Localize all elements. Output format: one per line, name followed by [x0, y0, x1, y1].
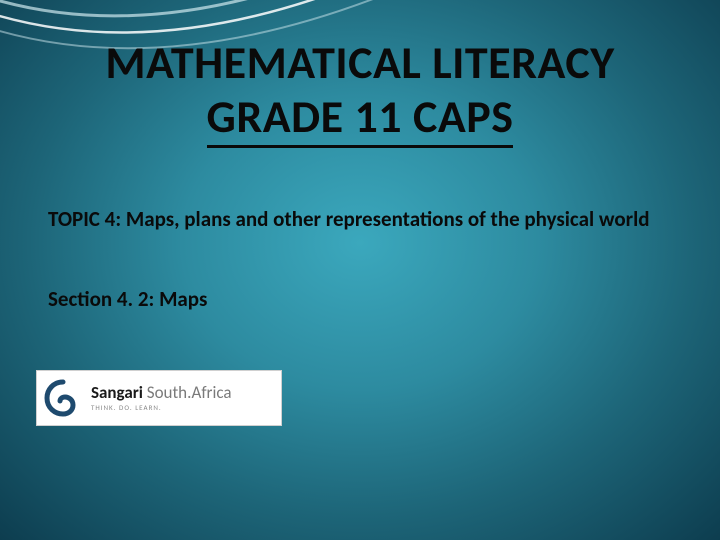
logo-brand: Sangari South.Africa: [91, 384, 232, 402]
logo-brand-light: South.Africa: [143, 382, 232, 403]
slide: MATHEMATICAL LITERACY GRADE 11 CAPS TOPI…: [0, 0, 720, 540]
sangari-logo: Sangari South.Africa THINK. DO. LEARN.: [36, 370, 282, 426]
slide-title: MATHEMATICAL LITERACY GRADE 11 CAPS: [0, 38, 720, 148]
logo-brand-bold: Sangari: [91, 382, 143, 403]
title-line-1: MATHEMATICAL LITERACY: [0, 38, 720, 90]
logo-text-block: Sangari South.Africa THINK. DO. LEARN.: [91, 384, 232, 411]
logo-swirl-icon: [43, 378, 83, 418]
section-text: Section 4. 2: Maps: [48, 286, 207, 312]
logo-tagline: THINK. DO. LEARN.: [91, 404, 232, 411]
title-line-2: GRADE 11 CAPS: [207, 92, 514, 149]
topic-text: TOPIC 4: Maps, plans and other represent…: [48, 206, 672, 232]
